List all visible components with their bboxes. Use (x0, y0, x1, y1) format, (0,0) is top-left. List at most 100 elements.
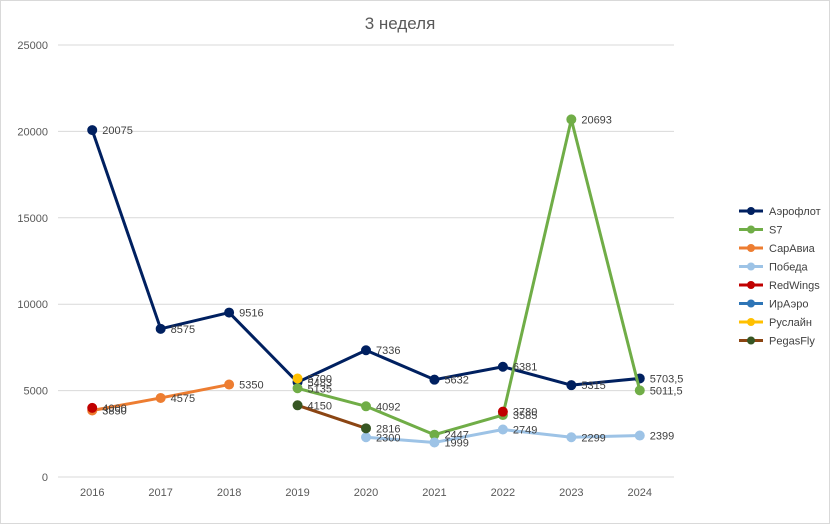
data-label: 3850 (102, 405, 126, 417)
x-tick-label: 2021 (422, 487, 446, 499)
legend-marker (747, 336, 755, 345)
legend-marker (747, 299, 755, 308)
series-line (296, 403, 368, 430)
data-point (155, 323, 166, 334)
data-point (87, 402, 98, 413)
data-point (429, 437, 440, 448)
data-label: 7336 (376, 345, 400, 357)
legend-item: Победа (739, 262, 808, 274)
data-point (224, 379, 235, 390)
data-label: 2816 (376, 423, 400, 435)
legend-item: Руслайн (739, 317, 812, 329)
data-point (361, 345, 371, 356)
data-point (497, 406, 508, 417)
series-6 (292, 373, 303, 384)
series-lines (87, 114, 645, 448)
data-label: 5350 (239, 380, 263, 392)
data-label: 2399 (650, 431, 674, 443)
data-point (566, 380, 577, 391)
y-tick-label: 0 (42, 472, 48, 484)
legend: Аэрофлот S7 СарАвиа Победа RedWings ИрАэро Рус… (739, 206, 821, 348)
data-point (155, 392, 166, 403)
y-tick-label: 15000 (17, 213, 48, 225)
y-tick-label: 10000 (17, 299, 48, 311)
y-tick-label: 5000 (24, 386, 48, 398)
x-tick-label: 2016 (80, 487, 104, 499)
data-label: 2447 (444, 430, 468, 442)
series-line (296, 117, 642, 437)
data-label: 2300 (376, 432, 400, 444)
data-point (292, 383, 303, 394)
data-point (361, 432, 371, 443)
data-label: 5011,5 (650, 385, 683, 397)
legend-label: S7 (769, 225, 782, 237)
data-point (429, 374, 440, 385)
legend-marker (747, 262, 755, 271)
data-point (634, 385, 645, 396)
series-7 (292, 400, 371, 434)
data-label: 5135 (308, 383, 332, 395)
data-label: 5703,5 (650, 373, 684, 385)
x-tick-label: 2019 (285, 487, 309, 499)
data-point (497, 424, 508, 435)
data-label: 3780 (513, 407, 537, 419)
data-point (566, 114, 577, 125)
y-tick-label: 25000 (17, 40, 48, 52)
x-tick-label: 2024 (628, 487, 652, 499)
data-label: 8575 (171, 324, 195, 336)
data-point (361, 423, 371, 434)
legend-label: Аэрофлот (769, 206, 821, 218)
data-label: 1999 (444, 437, 468, 449)
legend-marker (747, 318, 755, 326)
legend-label: ИрАэро (769, 299, 808, 311)
data-labels: 2007585759516548373365632638153155703,55… (102, 114, 683, 449)
data-label: 4575 (171, 393, 195, 405)
data-label: 9516 (239, 308, 263, 320)
data-label: 6381 (513, 362, 537, 374)
data-label: 5700 (308, 374, 332, 386)
legend-item: PegasFly (739, 336, 815, 348)
axis-tick-labels: 0 5000 10000 15000 20000 25000 2016 2017 2018 201… (17, 40, 652, 499)
gridlines (58, 44, 674, 478)
data-point (292, 400, 303, 411)
data-label: 2749 (513, 424, 537, 436)
legend-item: СарАвиа (739, 243, 816, 255)
legend-item: Аэрофлот (739, 206, 821, 218)
legend-marker (747, 281, 755, 289)
data-label: 4092 (376, 401, 400, 413)
data-label: 5483 (308, 377, 332, 389)
series-2 (87, 379, 235, 416)
data-label: 5632 (444, 375, 468, 387)
data-point (497, 361, 508, 372)
legend-marker (747, 244, 755, 252)
data-label: 3585 (513, 410, 537, 422)
legend-item: S7 (739, 225, 782, 237)
series-4 (87, 402, 508, 417)
data-label: 2299 (581, 432, 605, 444)
data-point (224, 307, 235, 318)
data-label: 5315 (581, 380, 605, 392)
x-tick-label: 2020 (354, 487, 378, 499)
series-3 (361, 424, 645, 448)
x-tick-label: 2017 (148, 487, 172, 499)
data-label: 20075 (102, 125, 133, 137)
legend-marker (747, 225, 755, 234)
legend-item: RedWings (739, 280, 820, 292)
data-point (566, 432, 577, 443)
data-point (87, 125, 98, 136)
legend-label: Победа (769, 262, 808, 274)
data-label: 20693 (581, 114, 612, 126)
data-label: 4150 (308, 400, 332, 412)
legend-label: СарАвиа (769, 243, 816, 255)
data-point (292, 373, 303, 384)
legend-marker (747, 207, 755, 215)
chart-title: 3 неделя (365, 14, 436, 33)
y-tick-label: 20000 (17, 126, 48, 138)
legend-label: Руслайн (769, 317, 812, 329)
x-tick-label: 2022 (491, 487, 515, 499)
x-tick-label: 2023 (559, 487, 583, 499)
legend-label: PegasFly (769, 336, 815, 348)
legend-item: ИрАэро (739, 299, 808, 311)
